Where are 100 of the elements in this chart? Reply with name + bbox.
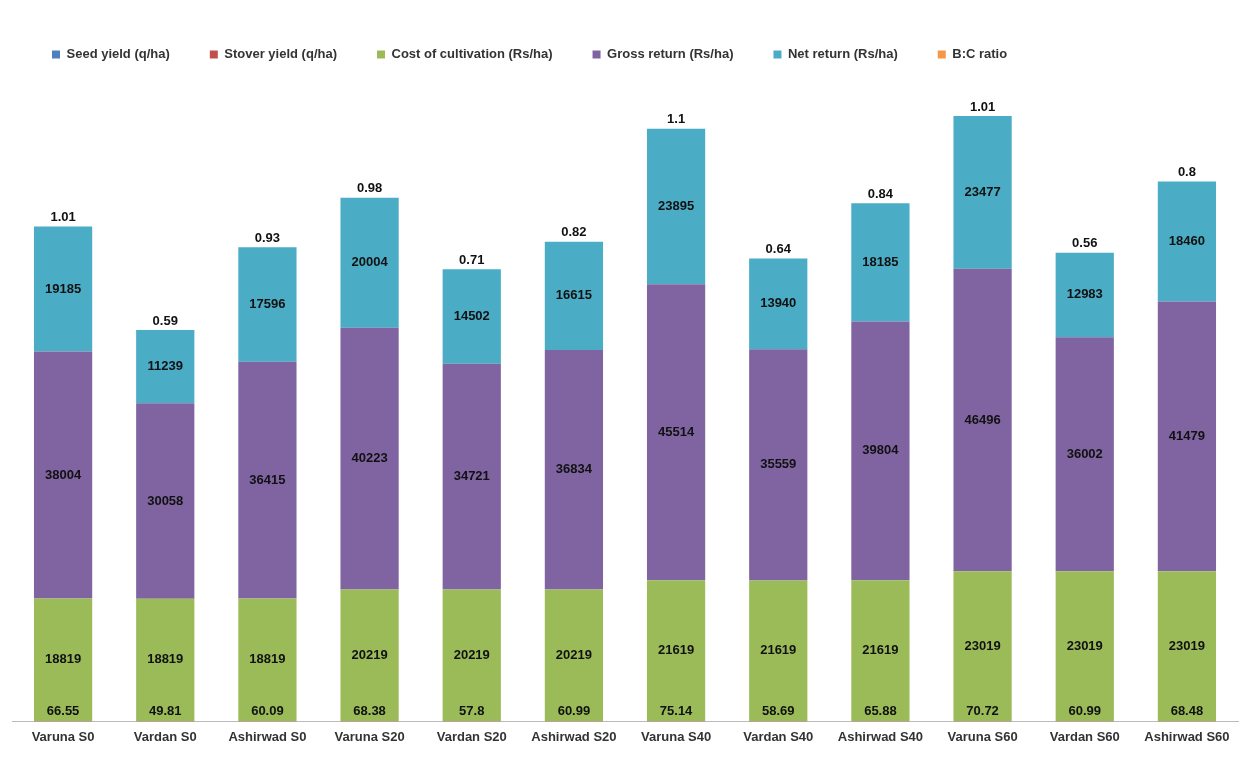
data-label: 20004: [351, 254, 389, 270]
bar: [851, 580, 910, 721]
data-label: 0.56: [1072, 235, 1098, 251]
data-label: 0.64: [765, 241, 792, 257]
data-label: 21619: [862, 642, 899, 658]
x-tick-label: Ashirwad S20: [531, 728, 617, 744]
x-tick-label: Varuna S40: [641, 728, 712, 744]
data-label: 13940: [760, 295, 797, 311]
data-label: 19185: [45, 280, 82, 296]
x-tick-label: Vardan S0: [133, 728, 197, 744]
x-tick-label: Varuna S60: [947, 728, 1018, 744]
x-tick-label: Vardan S60: [1049, 728, 1120, 744]
data-label: 23019: [1066, 637, 1103, 653]
bar: [442, 589, 501, 722]
data-label: 75.14: [659, 702, 694, 718]
data-label: 1.01: [50, 209, 76, 225]
x-tick-label: Varuna S20: [334, 728, 405, 744]
x-tick-label: Ashirwad S0: [228, 728, 307, 744]
data-label: 36834: [555, 461, 593, 477]
data-label: 60.99: [1068, 702, 1102, 718]
bar: [953, 268, 1012, 572]
data-label: 45514: [658, 423, 695, 439]
data-label: 0.93: [254, 229, 281, 245]
data-label: 18460: [1168, 233, 1205, 249]
bar: [238, 247, 297, 362]
data-label: 66.55: [46, 702, 80, 718]
data-label: 46496: [964, 411, 1001, 427]
data-label: 40223: [351, 450, 388, 466]
bar: [33, 226, 93, 352]
bar: [544, 349, 604, 590]
legend-label: Net return (Rs/ha): [787, 46, 898, 62]
data-label: 23895: [658, 198, 695, 214]
bar: [749, 580, 808, 722]
data-label: 49.81: [148, 702, 182, 718]
data-label: 0.84: [867, 185, 894, 201]
bar: [953, 116, 1012, 269]
data-label: 41479: [1168, 427, 1205, 443]
data-label: 23019: [964, 637, 1001, 653]
legend-label: Stover yield (q/ha): [224, 46, 337, 62]
data-label: 1.01: [969, 98, 996, 114]
bar: [1157, 301, 1217, 572]
bar: [442, 269, 501, 364]
x-tick-label: Varuna S0: [31, 728, 95, 744]
data-label: 11239: [147, 358, 183, 374]
data-label: 14502: [453, 308, 490, 324]
data-label: 20219: [351, 646, 388, 662]
data-label: 36002: [1066, 445, 1103, 461]
data-label: 18819: [45, 651, 82, 667]
data-label: 34721: [453, 468, 490, 484]
bar: [442, 363, 501, 590]
data-label: 18819: [147, 651, 184, 667]
data-label: 36415: [249, 471, 286, 487]
data-label: 0.71: [459, 251, 485, 267]
data-label: 60.09: [251, 702, 284, 718]
bar: [33, 598, 93, 721]
bar: [238, 361, 297, 599]
bar: [136, 403, 195, 599]
data-label: 70.72: [966, 702, 999, 718]
data-label: 38004: [45, 466, 82, 482]
x-tick-label: Ashirwad S60: [1144, 728, 1230, 744]
data-label: 58.69: [761, 702, 795, 718]
data-label: 0.8: [1177, 163, 1196, 179]
data-label: 60.99: [557, 702, 591, 718]
legend-label: Gross return (Rs/ha): [607, 46, 734, 62]
data-label: 68.38: [353, 702, 386, 718]
data-label: 18185: [862, 253, 899, 269]
bar: [136, 598, 195, 722]
legend-label: Cost of cultivation (Rs/ha): [391, 46, 553, 62]
bar: [1157, 181, 1217, 302]
bar: [238, 598, 297, 722]
data-label: 23477: [964, 184, 1001, 200]
bar: [1055, 571, 1114, 721]
bar: [544, 589, 604, 721]
data-label: 21619: [658, 642, 695, 658]
data-label: 1.1: [667, 111, 686, 127]
data-label: 23019: [1168, 637, 1205, 653]
data-label: 12983: [1066, 286, 1103, 302]
data-label: 20219: [555, 646, 592, 662]
data-label: 30058: [147, 492, 184, 508]
data-label: 17596: [249, 296, 286, 312]
data-label: 21619: [760, 642, 797, 658]
legend-label: B:C ratio: [952, 46, 1008, 62]
bar: [851, 203, 910, 322]
bar: [646, 284, 706, 581]
bar: [33, 351, 93, 599]
data-label: 20219: [453, 646, 490, 662]
bar: [1157, 571, 1217, 721]
data-label: 35559: [760, 456, 797, 472]
bar: [340, 197, 399, 328]
data-label: 0.98: [356, 180, 383, 196]
data-label: 68.48: [1170, 702, 1204, 718]
data-label: 18819: [249, 651, 286, 667]
legend-label: Seed yield (q/ha): [66, 46, 170, 62]
data-label: 0.59: [152, 312, 178, 328]
data-label: 16615: [555, 287, 592, 303]
data-label: 65.88: [864, 702, 897, 718]
bar: [340, 327, 399, 590]
bar: [953, 571, 1012, 721]
data-label: 39804: [862, 442, 900, 458]
x-tick-label: Ashirwad S40: [837, 728, 924, 744]
